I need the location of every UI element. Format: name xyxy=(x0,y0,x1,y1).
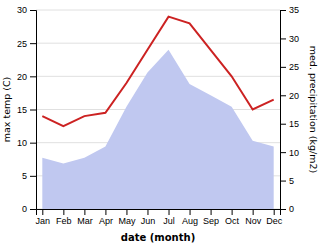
grid xyxy=(36,10,280,209)
tick-label: 30 xyxy=(17,5,27,15)
tick: 0 xyxy=(280,204,294,214)
chart: Jan Feb Mar Apr May Jun Jul Aug Sep Oct Nov Dec 0 5 10… xyxy=(0,0,318,247)
tick-mark xyxy=(253,209,254,215)
tick-mark xyxy=(232,209,233,215)
tick-label: 0 xyxy=(22,204,27,214)
tick-mark xyxy=(30,143,36,144)
tick: 30 xyxy=(17,5,36,15)
tick-mark xyxy=(30,43,36,44)
tick-label: 15 xyxy=(17,105,27,115)
tick: Apr xyxy=(99,209,113,226)
marks xyxy=(42,17,273,209)
tick-mark xyxy=(280,124,286,125)
axis-line xyxy=(37,210,281,216)
tick-mark xyxy=(30,10,36,11)
tick-label: 30 xyxy=(289,34,299,44)
tick-mark xyxy=(274,209,275,215)
tick: 20 xyxy=(17,72,36,82)
tick-label: 10 xyxy=(289,148,299,158)
tick: 30 xyxy=(280,34,299,44)
tick: 20 xyxy=(280,91,299,101)
axis-line xyxy=(30,11,37,210)
tick-label: Nov xyxy=(245,216,262,226)
tick: May xyxy=(118,209,136,226)
tick-label: 35 xyxy=(289,5,299,15)
tick-label: Sep xyxy=(203,216,219,226)
tick: 25 xyxy=(17,39,36,49)
tick: Jan xyxy=(36,209,51,226)
tick-mark xyxy=(147,209,148,215)
tick-mark xyxy=(280,209,286,210)
tick: 0 xyxy=(22,204,36,214)
tick-label: Apr xyxy=(99,216,113,226)
axis-line xyxy=(281,11,287,210)
y-axis-title: max temp (C) xyxy=(1,77,12,143)
tick-mark xyxy=(30,76,36,77)
grid-line xyxy=(36,43,280,44)
tick: 25 xyxy=(280,62,299,72)
tick-mark xyxy=(126,209,127,215)
tick-label: Aug xyxy=(182,216,198,226)
x-axis: Jan Feb Mar Apr May Jun Jul Aug Sep Oct Nov Dec xyxy=(36,209,283,226)
tick-mark xyxy=(84,209,85,215)
tick-mark xyxy=(30,209,36,210)
tick-label: 25 xyxy=(289,62,299,72)
tick-label: Oct xyxy=(225,216,240,226)
tick-label: Mar xyxy=(77,216,93,226)
tick-label: 5 xyxy=(289,176,294,186)
y-axis: 0 5 10 15 20 25 30 xyxy=(17,5,37,214)
tick: Jun xyxy=(141,209,156,226)
tick: 10 xyxy=(17,138,36,148)
tick-label: 10 xyxy=(17,138,27,148)
grid-line xyxy=(36,10,280,11)
tick-label: Feb xyxy=(56,216,72,226)
tick-mark xyxy=(280,38,286,39)
tick: 35 xyxy=(280,5,299,15)
tick: 15 xyxy=(280,119,299,129)
tick-mark xyxy=(211,209,212,215)
tick-mark xyxy=(280,181,286,182)
tick-mark xyxy=(190,209,191,215)
precipitation-area xyxy=(42,50,273,209)
tick-mark xyxy=(280,95,286,96)
tick: Dec xyxy=(266,209,283,226)
tick: Nov xyxy=(245,209,262,226)
tick-mark xyxy=(42,209,43,215)
tick-mark xyxy=(30,110,36,111)
tick-mark xyxy=(280,67,286,68)
tick-label: 15 xyxy=(289,119,299,129)
tick-mark xyxy=(169,209,170,215)
tick: 15 xyxy=(17,105,36,115)
tick: Jul xyxy=(163,209,175,226)
y2-axis-title: med. precipitation (kg/m2) xyxy=(308,46,318,173)
tick: 5 xyxy=(22,171,36,181)
tick: Mar xyxy=(77,209,93,226)
tick-label: 5 xyxy=(22,171,27,181)
tick-mark xyxy=(280,10,286,11)
tick: Oct xyxy=(225,209,240,226)
y2-axis: 0 5 10 15 20 25 30 35 xyxy=(280,5,299,214)
tick-label: 0 xyxy=(289,204,294,214)
tick-label: 20 xyxy=(289,91,299,101)
tick-label: Jul xyxy=(163,216,175,226)
tick-label: 25 xyxy=(17,39,27,49)
tick-label: 20 xyxy=(17,72,27,82)
tick-mark xyxy=(63,209,64,215)
tick: Feb xyxy=(56,209,72,226)
tick-label: Jun xyxy=(141,216,156,226)
tick-mark xyxy=(105,209,106,215)
tick: 10 xyxy=(280,148,299,158)
tick: 5 xyxy=(280,176,294,186)
tick: Aug xyxy=(182,209,198,226)
tick: Sep xyxy=(203,209,219,226)
tick-mark xyxy=(280,152,286,153)
tick-label: May xyxy=(118,216,136,226)
plot: Jan Feb Mar Apr May Jun Jul Aug Sep Oct Nov Dec 0 5 10… xyxy=(17,5,299,226)
temperature-line xyxy=(42,17,273,126)
x-axis-title: date (month) xyxy=(121,232,195,243)
tick-label: Dec xyxy=(266,216,283,226)
tick-label: Jan xyxy=(36,216,51,226)
tick-mark xyxy=(30,176,36,177)
